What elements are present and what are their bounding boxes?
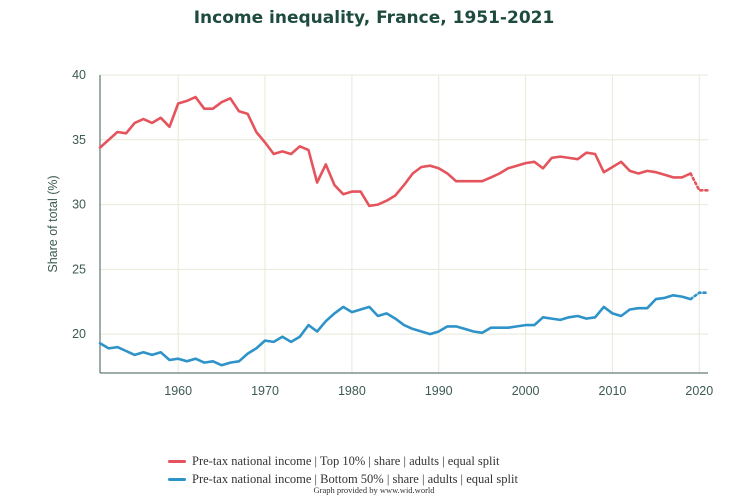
legend-swatch-bottom50 [168,477,186,481]
series-line-bottom50[interactable] [98,293,692,367]
y-tick-label: 35 [72,133,86,147]
series-line-top10-projection[interactable] [689,172,710,192]
x-tick-label: 1990 [425,384,453,398]
x-tick-label: 2010 [599,384,627,398]
series-line-bottom50-projection[interactable] [689,291,710,301]
chart-title: Income inequality, France, 1951-2021 [193,8,555,28]
y-tick-label: 30 [72,198,86,212]
y-tick-labels: 20 25 30 35 40 [72,68,86,341]
legend: Pre-tax national income | Top 10% | shar… [168,452,518,488]
legend-label-top10: Pre-tax national income | Top 10% | shar… [192,453,500,468]
gridlines [100,74,708,373]
axes [99,75,708,374]
legend-item-top10[interactable]: Pre-tax national income | Top 10% | shar… [168,452,518,470]
series-line-top10[interactable] [98,95,692,208]
series-lines [98,95,710,367]
x-tick-labels: 1960 1970 1980 1990 2000 2010 2020 [164,384,713,398]
x-tick-label: 1980 [338,384,366,398]
legend-item-bottom50[interactable]: Pre-tax national income | Bottom 50% | s… [168,470,518,488]
x-tick-label: 1970 [251,384,279,398]
y-tick-label: 25 [72,262,86,276]
legend-swatch-top10 [168,459,186,463]
y-tick-label: 20 [72,327,86,341]
x-tick-label: 1960 [164,384,192,398]
legend-label-bottom50: Pre-tax national income | Bottom 50% | s… [192,471,518,486]
credit-text: Graph provided by www.wid.world [313,485,435,495]
y-axis-label: Share of total (%) [46,175,60,272]
y-tick-label: 40 [72,68,86,82]
x-tick-label: 2020 [685,384,713,398]
x-tick-label: 2000 [512,384,540,398]
